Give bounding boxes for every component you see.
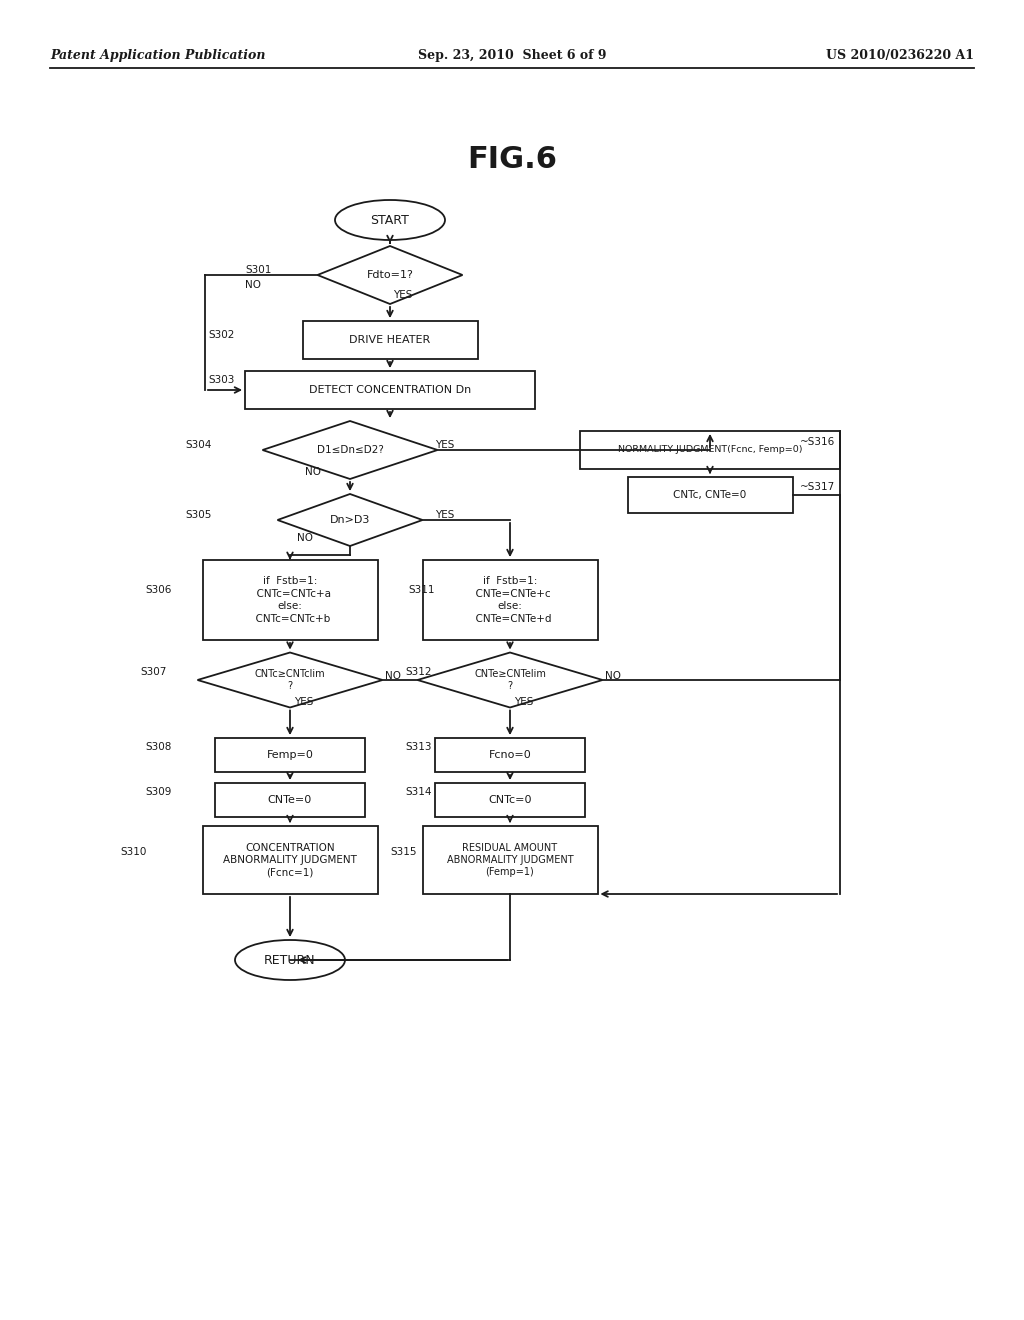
Text: S303: S303 [208, 375, 234, 385]
Text: NO: NO [305, 467, 321, 477]
Text: S301: S301 [245, 265, 271, 275]
Text: D1≤Dn≤D2?: D1≤Dn≤D2? [316, 445, 383, 455]
Text: S306: S306 [145, 585, 171, 595]
Text: NO: NO [384, 671, 400, 681]
Text: US 2010/0236220 A1: US 2010/0236220 A1 [826, 49, 974, 62]
Text: YES: YES [294, 697, 313, 708]
Text: YES: YES [435, 510, 455, 520]
Text: YES: YES [514, 697, 534, 708]
Text: YES: YES [393, 290, 413, 300]
Text: Patent Application Publication: Patent Application Publication [50, 49, 265, 62]
Text: S312: S312 [406, 667, 431, 677]
Text: if  Fstb=1:
  CNTc=CNTc+a
else:
  CNTc=CNTc+b: if Fstb=1: CNTc=CNTc+a else: CNTc=CNTc+b [250, 577, 331, 623]
Text: NORMALITY JUDGMENT(Fcnc, Femp=0): NORMALITY JUDGMENT(Fcnc, Femp=0) [617, 446, 802, 454]
Text: FIG.6: FIG.6 [467, 145, 557, 174]
Text: CNTc≥CNTclim
?: CNTc≥CNTclim ? [255, 669, 326, 690]
Text: ~S317: ~S317 [800, 482, 836, 492]
Text: Fcno=0: Fcno=0 [488, 750, 531, 760]
Text: Femp=0: Femp=0 [266, 750, 313, 760]
Text: RESIDUAL AMOUNT
ABNORMALITY JUDGMENT
(Femp=1): RESIDUAL AMOUNT ABNORMALITY JUDGMENT (Fe… [446, 842, 573, 878]
Text: S308: S308 [145, 742, 171, 752]
Text: Fdto=1?: Fdto=1? [367, 271, 414, 280]
Text: CNTe≥CNTelim
?: CNTe≥CNTelim ? [474, 669, 546, 690]
Text: RETURN: RETURN [264, 953, 315, 966]
Text: ~S316: ~S316 [800, 437, 836, 447]
Text: NO: NO [245, 280, 261, 290]
Text: S304: S304 [185, 440, 211, 450]
Text: CNTc, CNTe=0: CNTc, CNTe=0 [674, 490, 746, 500]
Text: S315: S315 [390, 847, 417, 857]
Text: NO: NO [604, 671, 621, 681]
Text: CNTe=0: CNTe=0 [268, 795, 312, 805]
Text: S309: S309 [145, 787, 171, 797]
Text: S313: S313 [406, 742, 431, 752]
Text: S311: S311 [408, 585, 434, 595]
Text: S310: S310 [120, 847, 146, 857]
Text: if  Fstb=1:
  CNTe=CNTe+c
else:
  CNTe=CNTe+d: if Fstb=1: CNTe=CNTe+c else: CNTe=CNTe+d [469, 577, 551, 623]
Text: S302: S302 [208, 330, 234, 341]
Text: START: START [371, 214, 410, 227]
Text: DETECT CONCENTRATION Dn: DETECT CONCENTRATION Dn [309, 385, 471, 395]
Text: S314: S314 [406, 787, 431, 797]
Text: CONCENTRATION
ABNORMALITY JUDGMENT
(Fcnc=1): CONCENTRATION ABNORMALITY JUDGMENT (Fcnc… [223, 842, 357, 878]
Text: Dn>D3: Dn>D3 [330, 515, 371, 525]
Text: CNTc=0: CNTc=0 [488, 795, 531, 805]
Text: S305: S305 [185, 510, 211, 520]
Text: DRIVE HEATER: DRIVE HEATER [349, 335, 431, 345]
Text: YES: YES [435, 440, 455, 450]
Text: S307: S307 [140, 667, 166, 677]
Text: Sep. 23, 2010  Sheet 6 of 9: Sep. 23, 2010 Sheet 6 of 9 [418, 49, 606, 62]
Text: NO: NO [297, 533, 313, 543]
